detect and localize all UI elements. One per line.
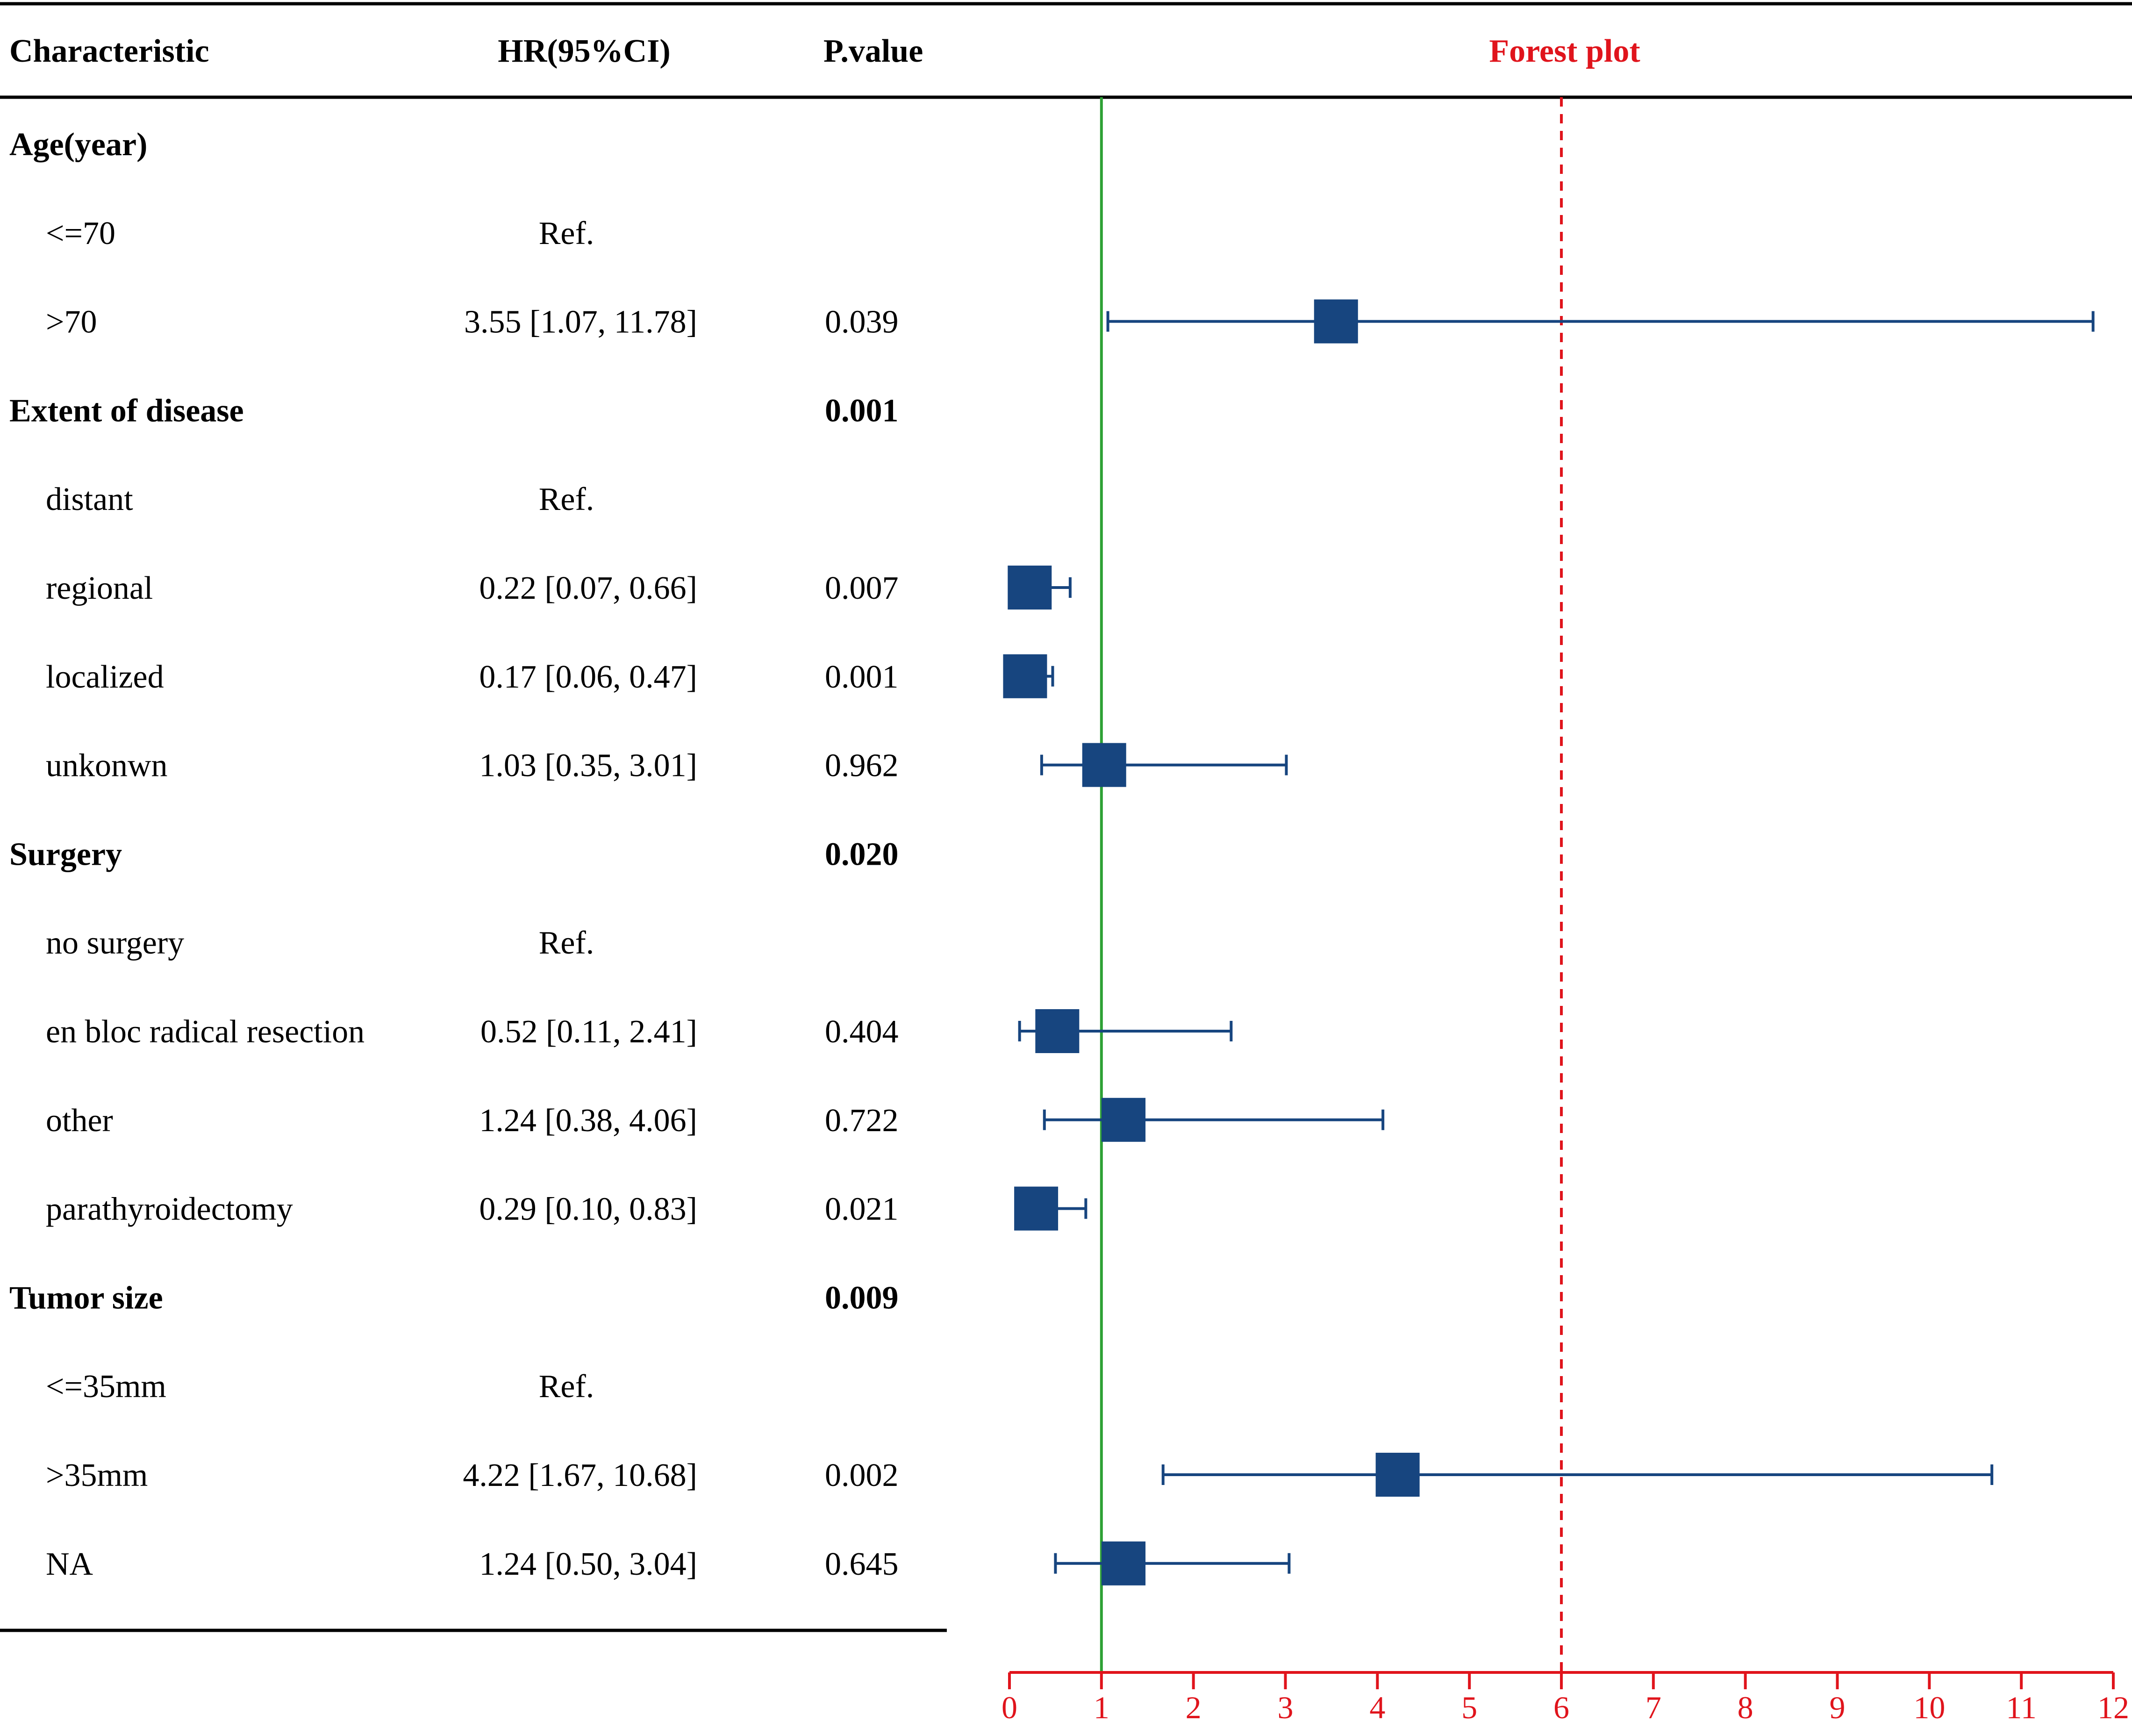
row-label: localized [46, 659, 164, 695]
p-value: 0.009 [825, 1280, 899, 1316]
x-tick-label: 9 [1830, 1690, 1846, 1725]
hr-point [1102, 1541, 1146, 1585]
hr-point [1014, 1186, 1059, 1231]
p-value: 0.722 [825, 1103, 899, 1139]
forest-marks [1003, 299, 2095, 1585]
reference-label: Ref. [539, 925, 594, 961]
hr-ci-label: 0.52 [0.11, 2.41] [480, 1014, 697, 1050]
hr-ci-label: 0.17 [0.06, 0.47] [479, 659, 697, 695]
p-value: 0.404 [825, 1014, 899, 1050]
hr-point [1003, 654, 1047, 698]
group-label: Extent of disease [9, 393, 244, 429]
group-label: Surgery [9, 836, 122, 872]
x-tick-label: 0 [1002, 1690, 1017, 1725]
x-axis: 0 1 2 3 4 5 6 7 8 9 10 11 12 [1002, 1671, 2129, 1725]
row-label: >35mm [46, 1457, 148, 1493]
p-value: 0.020 [825, 836, 899, 872]
reference-label: Ref. [539, 215, 594, 251]
p-value: 0.645 [825, 1546, 899, 1582]
p-value: 0.001 [825, 393, 899, 429]
row-label: no surgery [46, 925, 184, 961]
reference-lines [1100, 97, 1563, 1671]
p-value: 0.007 [825, 570, 899, 606]
x-tick-label: 12 [2097, 1690, 2129, 1725]
hr-point [1314, 299, 1358, 344]
row-label: unkonwn [46, 748, 168, 784]
hr-ci-label: 0.29 [0.10, 0.83] [479, 1191, 697, 1227]
x-tick-label: 8 [1738, 1690, 1753, 1725]
group-label: Tumor size [9, 1280, 163, 1316]
hr-point [1375, 1453, 1420, 1497]
x-tick-label: 3 [1278, 1690, 1294, 1725]
hr-ci-label: 1.03 [0.35, 3.01] [479, 748, 697, 784]
hr-ci-label: 4.22 [1.67, 10.68] [463, 1457, 697, 1493]
hr-ci-label: 1.24 [0.38, 4.06] [479, 1103, 697, 1139]
x-tick-label: 10 [1913, 1690, 1945, 1725]
hr-ci-label: 1.24 [0.50, 3.04] [479, 1546, 697, 1582]
row-label: <=35mm [46, 1369, 166, 1405]
row-label: other [46, 1103, 113, 1139]
hr-ci-label: 0.22 [0.07, 0.66] [479, 570, 697, 606]
hr-ci-label: 3.55 [1.07, 11.78] [464, 304, 697, 340]
row-label: <=70 [46, 215, 115, 251]
header-hr: HR(95%CI) [498, 33, 670, 69]
x-tick-label: 6 [1553, 1690, 1569, 1725]
p-value: 0.002 [825, 1457, 899, 1493]
reference-label: Ref. [539, 1369, 594, 1405]
hr-point [1035, 1009, 1080, 1053]
reference-label: Ref. [539, 481, 594, 517]
x-tick-label: 2 [1186, 1690, 1202, 1725]
group-label: Age(year) [9, 127, 147, 163]
hr-point [1008, 566, 1052, 610]
p-value: 0.962 [825, 748, 899, 784]
x-tick-label: 1 [1094, 1690, 1109, 1725]
p-value: 0.039 [825, 304, 899, 340]
header-forest-plot: Forest plot [1489, 33, 1640, 69]
row-label: regional [46, 570, 153, 606]
table-rows: Age(year) <=70 Ref. >70 3.55 [1.07, 11.78] 0.… [9, 127, 899, 1582]
header-characteristic: Characteristic [9, 33, 209, 69]
hr-point [1082, 743, 1126, 787]
x-tick-label: 5 [1461, 1690, 1477, 1725]
p-value: 0.021 [825, 1191, 899, 1227]
x-tick-label: 4 [1369, 1690, 1385, 1725]
row-label: >70 [46, 304, 97, 340]
hr-point [1102, 1098, 1146, 1142]
header-pvalue: P.value [823, 33, 923, 69]
row-label: en bloc radical resection [46, 1014, 365, 1050]
x-tick-label: 11 [2006, 1690, 2036, 1725]
row-label: distant [46, 481, 133, 517]
row-label: NA [46, 1546, 93, 1582]
row-label: parathyroidectomy [46, 1191, 293, 1227]
x-tick-label: 7 [1646, 1690, 1661, 1725]
p-value: 0.001 [825, 659, 899, 695]
